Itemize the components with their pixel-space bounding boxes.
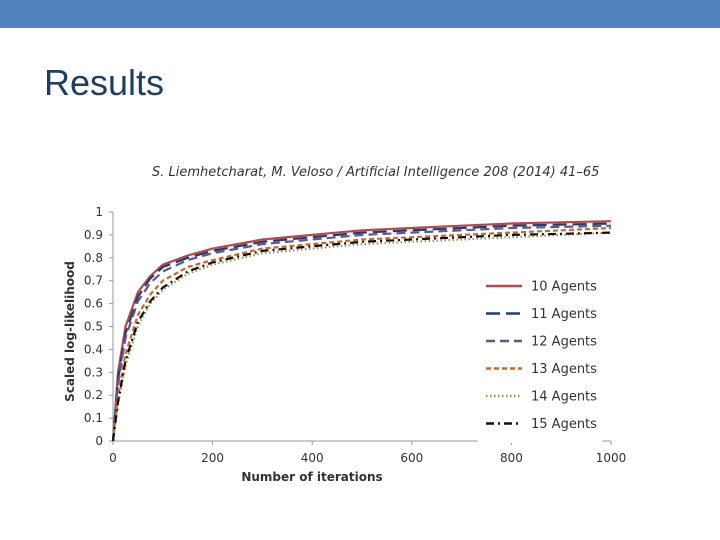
y-tick-label: 0 [95,434,103,448]
y-tick-label: 1 [95,205,103,219]
legend-label-6: 15 Agents [531,417,597,432]
legend-box [478,270,602,443]
y-tick-label: 0.9 [84,228,103,242]
legend-label-1: 10 Agents [531,280,597,295]
series-line-3 [111,224,612,442]
series-line-6 [111,231,612,442]
y-tick-label: 0.1 [84,411,103,425]
y-tick-label: 0.5 [84,320,103,334]
legend-label-4: 13 Agents [531,362,597,377]
y-axis-label: Scaled log-likelihood [63,261,77,402]
series-line-4 [111,226,612,442]
series-line-1 [111,220,612,442]
slide-top-bar [0,0,720,28]
x-tick-label: 400 [301,451,324,465]
x-tick-label: 800 [500,451,523,465]
y-tick-label: 0.2 [84,388,103,402]
x-tick-label: 0 [109,451,117,465]
legend-label-5: 14 Agents [531,390,597,405]
y-tick-label: 0.7 [84,274,103,288]
y-tick-label: 0.6 [84,297,103,311]
x-tick-label: 600 [400,451,423,465]
series-line-2 [111,222,612,442]
legend-label-3: 12 Agents [531,335,597,350]
x-axis-label: Number of iterations [241,470,382,484]
y-tick-label: 0.4 [84,342,103,356]
series-line-5 [111,231,612,442]
x-tick-label: 200 [201,451,224,465]
y-tick-label: 0.8 [84,251,103,265]
x-tick-label: 1000 [596,451,627,465]
legend-label-2: 11 Agents [531,307,597,322]
figure-citation: S. Liemhetcharat, M. Veloso / Artificial… [152,165,600,180]
slide-title: Results [44,62,165,103]
y-tick-label: 0.3 [84,365,103,379]
